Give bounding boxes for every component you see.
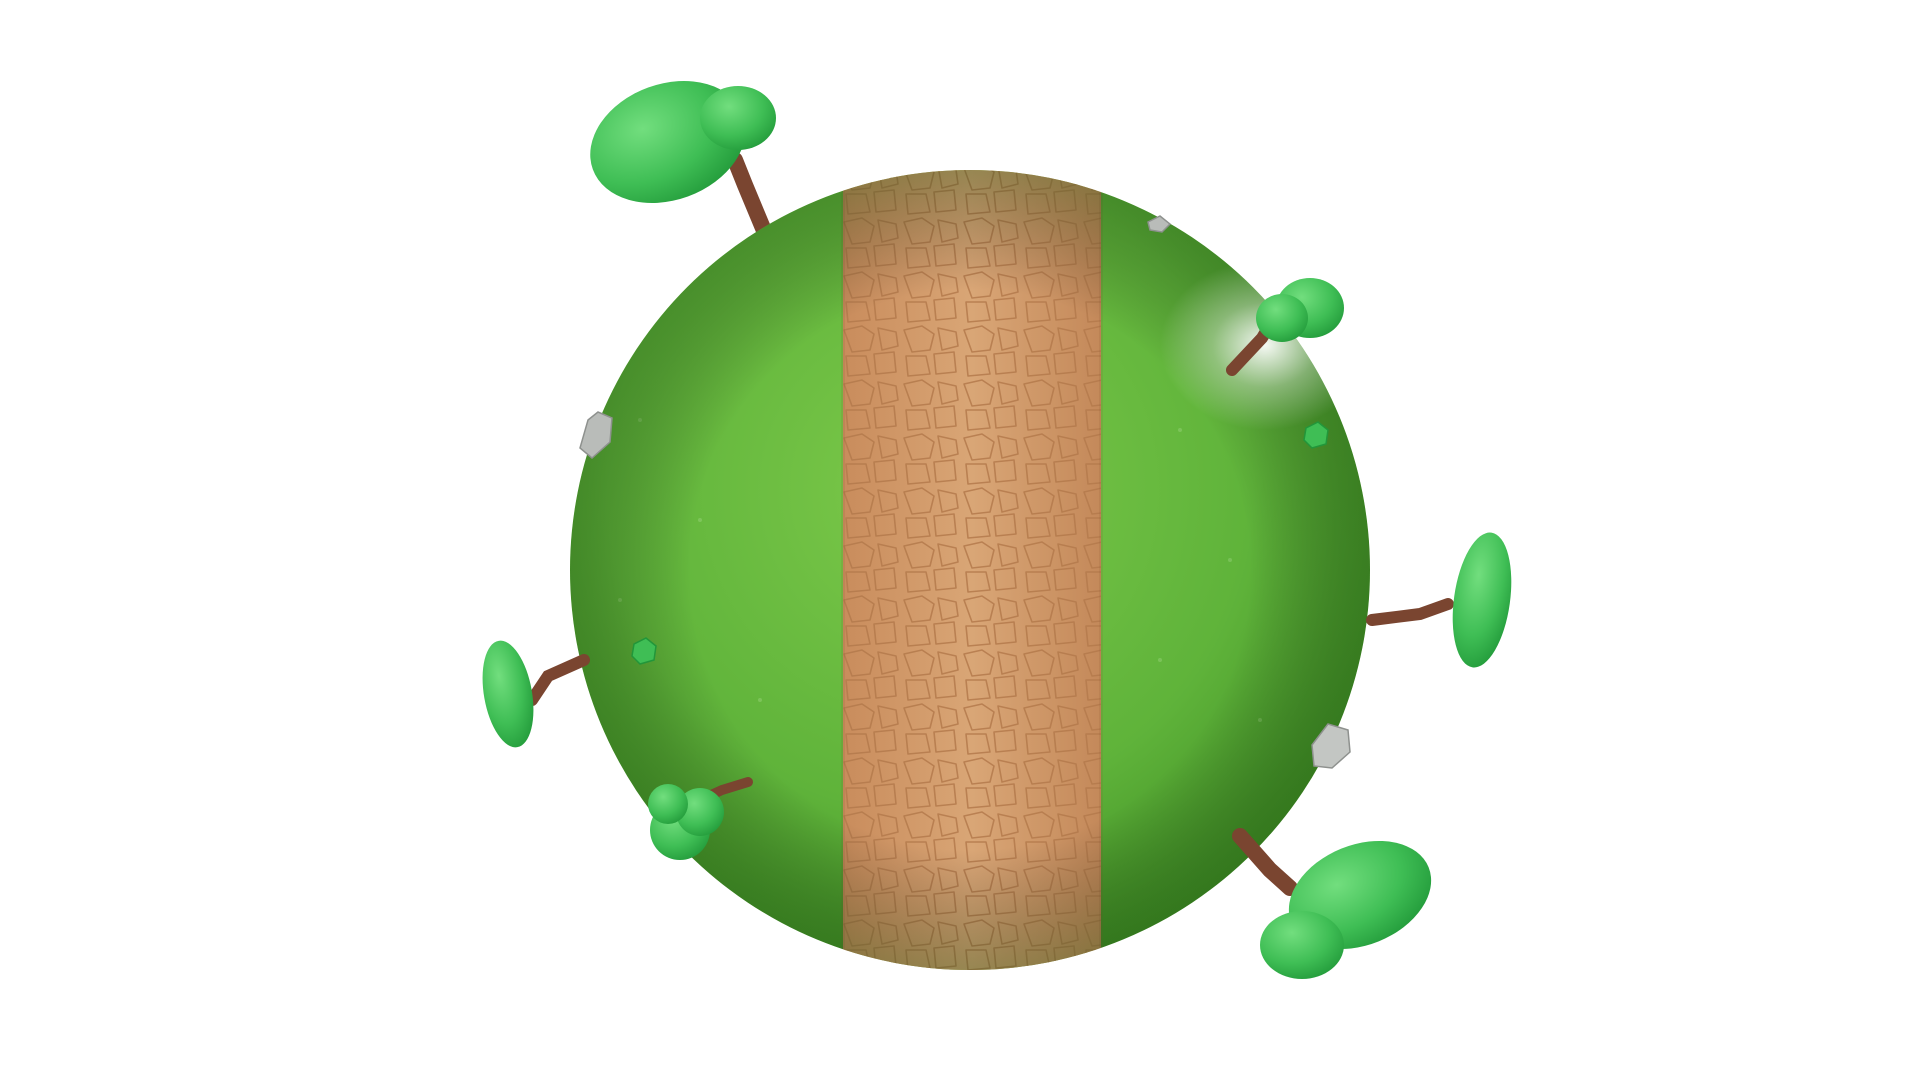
tree-left-middle — [482, 640, 590, 748]
planet-sphere[interactable] — [570, 150, 1370, 990]
rock-top-right — [1147, 215, 1172, 233]
tree-top-left — [590, 81, 778, 253]
light-reflection — [1160, 260, 1370, 430]
tree-right-middle — [1366, 532, 1512, 668]
tree-right-upper — [1226, 278, 1344, 376]
bush-right — [1303, 421, 1329, 449]
rock-right — [1311, 723, 1351, 769]
bush-left — [631, 637, 657, 665]
tree-bottom-left — [648, 777, 753, 860]
tree-bottom-right — [1232, 828, 1432, 979]
rock-left — [579, 411, 613, 459]
